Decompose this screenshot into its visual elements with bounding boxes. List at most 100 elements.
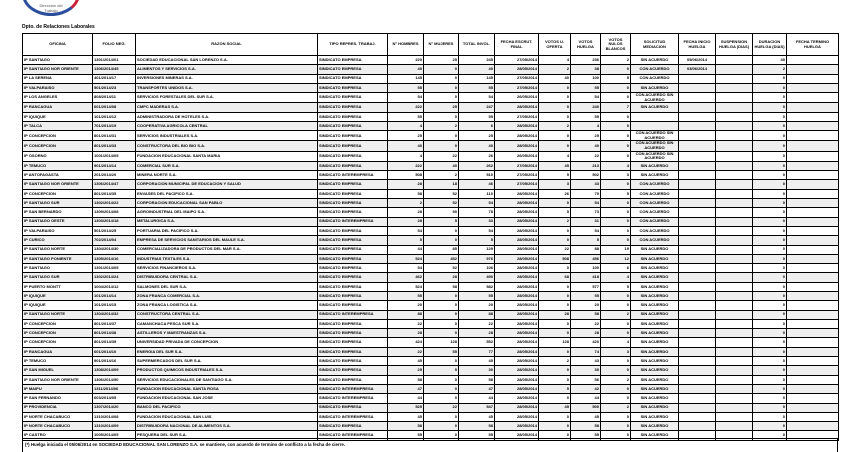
cell-votos-nulos: 19 — [600, 244, 631, 255]
cell-fecha-termino — [786, 235, 839, 246]
cell-razon-social: SERVICIOS EDUCACIONALES DE SANTIAGO S.A. — [135, 374, 318, 385]
cell-duracion: 2 — [752, 64, 787, 75]
cell-total: 77 — [458, 346, 495, 358]
cell-total: 25 — [458, 130, 495, 142]
cell-solicitud-mediacion: SIN ACUERDO — [630, 290, 679, 302]
cell-solicitud-mediacion: SIN ACUERDO — [630, 309, 679, 320]
cell-duracion: 0 — [752, 235, 787, 246]
cell-mujeres: 0 — [423, 130, 459, 142]
cell-hombres: 524 — [387, 253, 424, 265]
table-row: IP IQUIQUE 101/2014/14 ZONA FRANCA COMERCI… — [22, 290, 839, 302]
cell-hombres: 22 — [387, 318, 424, 330]
cell-votos-nulos: 5 — [600, 281, 631, 293]
cell-oficina: IP CONCEPCION — [22, 328, 93, 339]
cell-razon-social: ZONA FRANCA COMERCIAL S.A. — [135, 290, 318, 302]
cell-votos-huelga: 42 — [570, 383, 601, 395]
cell-fecha-inicio — [678, 402, 716, 413]
cell-fecha-termino — [786, 92, 839, 104]
cell-fecha-termino — [786, 120, 839, 132]
cell-votos-nulos: 5 — [600, 73, 631, 84]
cell-suspension — [715, 253, 753, 265]
cell-folio: 201/2014/20 — [92, 170, 136, 181]
cell-hombres: 55 — [387, 290, 424, 302]
cell-votos-oferta: 3 — [538, 179, 571, 190]
cell-votos-nulos: 2 — [600, 54, 631, 66]
cell-fecha-termino — [786, 102, 839, 113]
cell-suspension — [715, 374, 753, 385]
cell-votos-huelga: 40 — [570, 140, 601, 152]
cell-votos-huelga: 5 — [570, 235, 601, 246]
cell-votos-oferta: 2 — [538, 64, 571, 75]
cell-fecha-termino — [786, 111, 839, 122]
cell-folio: 1004/2014/12 — [92, 281, 136, 293]
cell-suspension — [715, 272, 753, 283]
cell-hombres: 25 — [387, 130, 424, 142]
cell-votos-nulos: 0 — [600, 393, 631, 404]
cell-tipo-repres: SINDICATO EMPRESA — [317, 111, 388, 122]
cell-total: 46 — [458, 179, 495, 190]
table-row: IP SANTIAGO 1301/2014/05 SERVICIOS FINANCI… — [22, 263, 839, 274]
cell-fecha-escrut: 26/05/2014 — [494, 92, 539, 104]
cell-votos-oferta: 0 — [538, 374, 571, 385]
cell-duracion: 0 — [752, 197, 787, 209]
cell-total: 40 — [458, 64, 495, 75]
cell-fecha-escrut: 27/05/2014 — [494, 179, 539, 190]
cell-suspension — [715, 383, 753, 395]
cell-hombres: 222 — [387, 160, 424, 172]
cell-votos-oferta: 0 — [538, 318, 571, 330]
cell-votos-nulos: 0 — [600, 130, 631, 142]
cell-fecha-termino — [786, 73, 839, 84]
cell-folio: 1304/2014/30 — [92, 244, 136, 255]
cell-fecha-inicio — [678, 225, 716, 237]
cell-folio: 501/2014/23 — [92, 82, 136, 94]
cell-mujeres: 0 — [423, 383, 459, 395]
cell-votos-oferta: 5 — [538, 207, 571, 218]
cell-suspension — [715, 318, 753, 330]
cell-mujeres: 0 — [423, 92, 459, 104]
cell-fecha-termino — [786, 290, 839, 302]
cell-fecha-escrut: 28/05/2014 — [494, 300, 539, 311]
cell-fecha-inicio — [678, 102, 716, 113]
cell-votos-nulos: 0 — [600, 300, 631, 311]
cell-votos-oferta: 2 — [538, 216, 571, 227]
cell-solicitud-mediacion: SIN ACUERDO — [630, 383, 679, 395]
column-header-razon-social: RAZON SOCIAL — [135, 33, 318, 56]
cell-duracion: 0 — [752, 188, 787, 200]
cell-oficina: IP RANCAGUA — [22, 346, 93, 358]
cell-fecha-inicio — [678, 111, 716, 122]
cell-solicitud-mediacion: CON ACUERDO — [630, 216, 679, 227]
cell-fecha-termino — [786, 337, 839, 348]
cell-solicitud-mediacion: SIN ACUERDO — [630, 272, 679, 283]
cell-fecha-escrut: 28/05/2014 — [494, 102, 539, 113]
cell-fecha-escrut: 28/05/2014 — [494, 383, 539, 395]
cell-fecha-inicio — [678, 120, 716, 132]
table-row: IP TALCA 701/2014/19 COOPERATIVA AGRICOLA … — [22, 120, 839, 132]
cell-fecha-escrut: 28/05/2014 — [494, 337, 539, 348]
cell-votos-nulos: 5 — [600, 188, 631, 200]
cell-votos-oferta: 128 — [538, 337, 571, 348]
cell-oficina: IP SANTIAGO — [22, 263, 93, 274]
cell-votos-nulos: 4 — [600, 272, 631, 283]
cell-votos-oferta: 0 — [538, 225, 571, 237]
cell-tipo-repres: SINDICATO EMPRESA — [317, 197, 388, 209]
cell-solicitud-mediacion: CON ACUERDO SIN ACUERDO — [630, 140, 679, 152]
cell-tipo-repres: SINDICATO EMPRESA — [317, 225, 388, 237]
cell-oficina: IP CONCEPCION — [22, 140, 93, 152]
cell-hombres: 524 — [387, 281, 424, 293]
cell-oficina: IP MAIPU — [22, 383, 93, 395]
cell-votos-nulos: 0 — [600, 290, 631, 302]
cell-oficina: IP RANCAGUA — [22, 102, 93, 113]
table-row: IP TEMUCO 901/2014/16 SUPERMERCADOS DEL SU… — [22, 356, 839, 367]
cell-mujeres: 85 — [423, 244, 459, 255]
cell-hombres: 28 — [387, 216, 424, 227]
cell-hombres: 28 — [387, 207, 424, 218]
cell-hombres: 28 — [387, 179, 424, 190]
table-row: IP SANTIAGO PONIENTE 1305/2014/16 INDUSTRI… — [22, 253, 839, 265]
cell-fecha-inicio — [678, 290, 716, 302]
cell-votos-huelga: 38 — [570, 64, 601, 75]
cell-fecha-inicio — [678, 281, 716, 293]
cell-duracion: 0 — [752, 120, 787, 132]
cell-total: 40 — [458, 140, 495, 152]
cell-votos-huelga: 58 — [570, 421, 601, 432]
cell-hombres: 508 — [387, 170, 424, 181]
